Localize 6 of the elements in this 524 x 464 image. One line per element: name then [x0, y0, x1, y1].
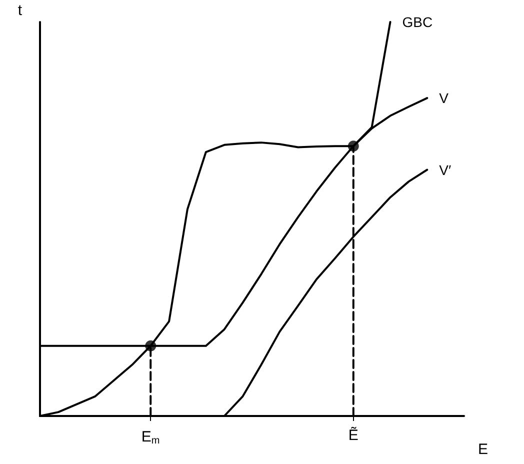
series-label: V: [439, 90, 450, 106]
series-label: V′: [439, 162, 452, 178]
y-axis-title: t: [18, 2, 23, 19]
x-tick-label: Ẽ: [348, 426, 358, 444]
series-label: GBC: [402, 14, 433, 30]
x-axis-title: E: [478, 441, 488, 458]
